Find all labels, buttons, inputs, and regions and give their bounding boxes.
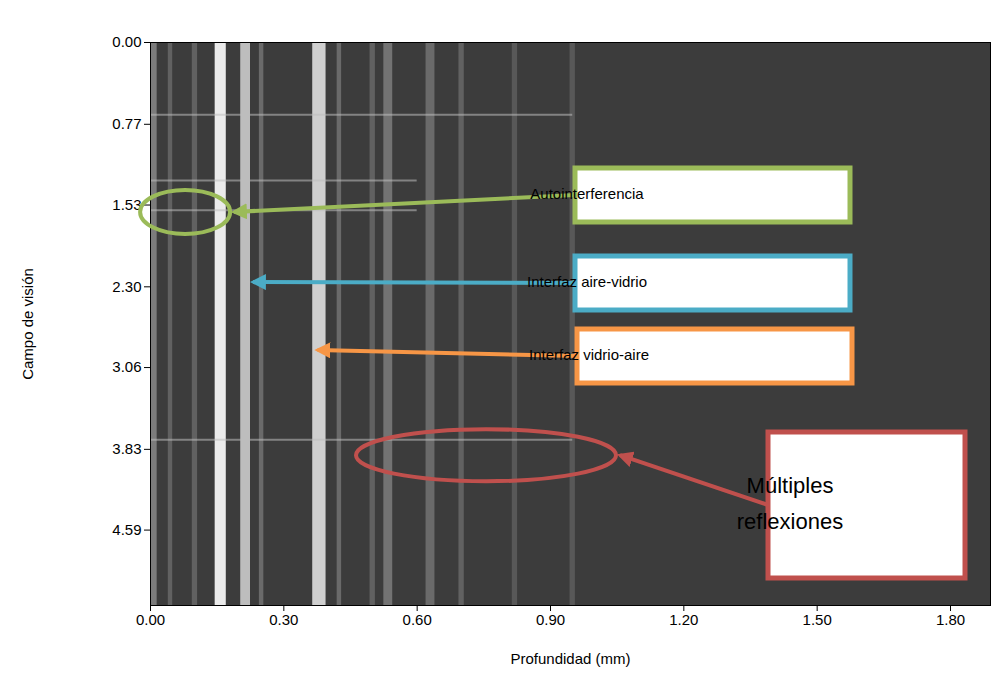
svg-text:0.30: 0.30 (269, 611, 298, 628)
svg-text:0.77: 0.77 (112, 115, 141, 132)
svg-text:0.90: 0.90 (536, 611, 565, 628)
svg-text:3.06: 3.06 (112, 358, 141, 375)
svg-text:1.80: 1.80 (936, 611, 965, 628)
svg-text:Campo de visión: Campo de visión (19, 268, 36, 380)
svg-text:Múltiplesreflexiones: Múltiplesreflexiones (737, 473, 843, 533)
svg-text:4.59: 4.59 (112, 521, 141, 538)
svg-text:Profundidad (mm): Profundidad (mm) (510, 650, 630, 667)
svg-text:0.00: 0.00 (112, 33, 141, 50)
svg-text:3.83: 3.83 (112, 440, 141, 457)
svg-text:Interfaz aire-vidrio: Interfaz aire-vidrio (527, 273, 647, 290)
svg-text:0.60: 0.60 (403, 611, 432, 628)
svg-text:1.20: 1.20 (669, 611, 698, 628)
svg-text:Autointerferencia: Autointerferencia (530, 185, 644, 202)
svg-text:1.53: 1.53 (112, 196, 141, 213)
svg-text:1.50: 1.50 (803, 611, 832, 628)
svg-text:Interfaz vidrio-aire: Interfaz vidrio-aire (529, 346, 649, 363)
svg-text:2.30: 2.30 (112, 278, 141, 295)
svg-text:0.00: 0.00 (136, 611, 165, 628)
